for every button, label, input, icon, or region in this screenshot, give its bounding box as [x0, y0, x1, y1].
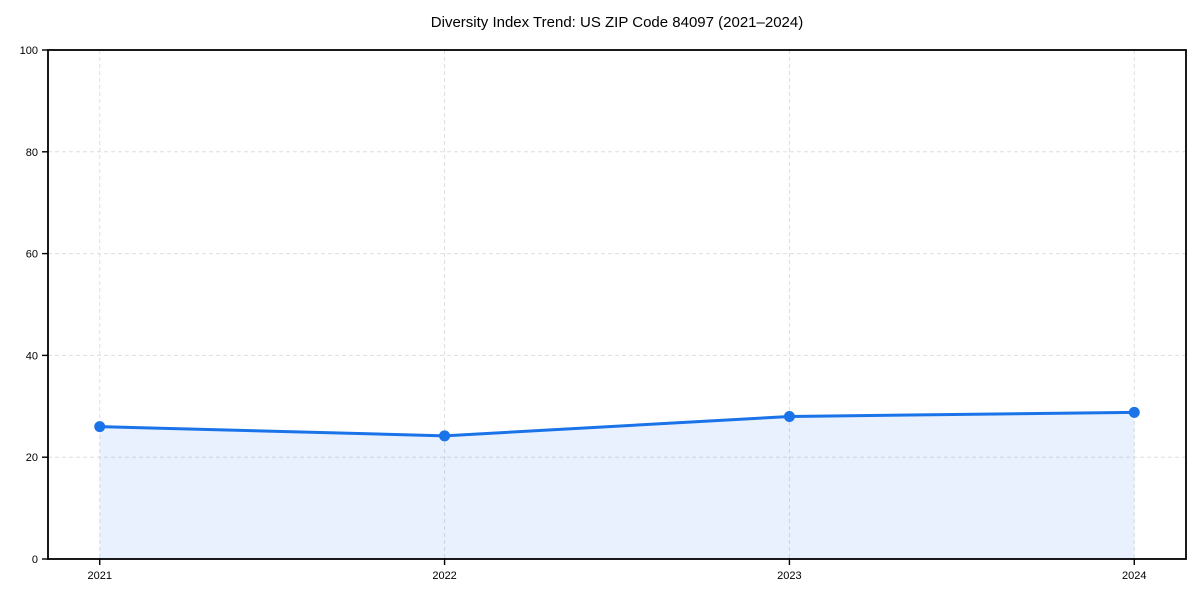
trend-line	[98, 410, 1136, 438]
chart-title: Diversity Index Trend: US ZIP Code 84097…	[431, 14, 803, 31]
x-tick-label: 2024	[1122, 570, 1146, 582]
data-point-2021	[94, 421, 106, 433]
data-point-2024	[1128, 406, 1140, 418]
y-tick-label: 20	[26, 452, 38, 464]
x-tick-label: 2023	[777, 570, 801, 582]
x-tick-label: 2022	[432, 570, 456, 582]
y-tick-label: 60	[26, 249, 38, 261]
data-point-2022	[439, 430, 451, 442]
y-tick-label: 40	[26, 350, 38, 362]
data-point-2023	[783, 410, 795, 422]
y-tick-label: 80	[26, 147, 38, 159]
axes-spines	[47, 49, 1187, 560]
x-tick-label: 2021	[87, 570, 111, 582]
y-tick-label: 0	[32, 554, 38, 566]
area-fill	[99, 412, 1135, 559]
y-tick-label: 100	[20, 45, 38, 57]
